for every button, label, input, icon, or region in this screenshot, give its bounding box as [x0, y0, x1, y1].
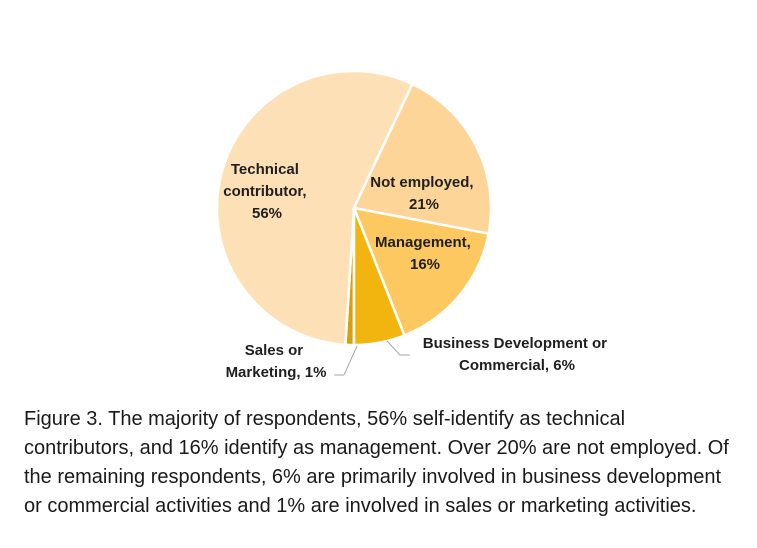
- caption-line: or commercial activities and 1% are invo…: [24, 495, 697, 517]
- pie-slices: [215, 69, 493, 347]
- leader-line-sales-marketing: [334, 345, 358, 376]
- figure-caption: Figure 3. The majority of respondents, 5…: [24, 405, 740, 521]
- leader-line-business-development: [386, 340, 410, 356]
- pie-slice-business-development-or-commercial: [352, 206, 406, 347]
- pie-slice-technical-contributor: [215, 69, 414, 346]
- pie-slice-management: [352, 206, 490, 337]
- pie-slice-not-employed: [352, 82, 493, 235]
- slice-labels: Technical contributor, 56% Not employed,…: [223, 161, 611, 381]
- caption-line: Figure 3. The majority of respondents, 5…: [24, 408, 626, 430]
- caption-line: the remaining respondents, 6% are primar…: [24, 466, 722, 488]
- caption-line: contributors, and 16% identify as manage…: [24, 437, 729, 459]
- label-management: Management, 16%: [375, 234, 475, 273]
- label-not-employed: Not employed, 21%: [370, 174, 478, 213]
- label-sales-marketing: Sales or Marketing, 1%: [226, 342, 327, 381]
- leader-lines: [334, 340, 410, 376]
- label-technical-contributor: Technical contributor, 56%: [223, 161, 311, 222]
- pie-chart: Technical contributor, 56% Not employed,…: [215, 69, 611, 381]
- label-business-development: Business Development or Commercial, 6%: [423, 335, 611, 374]
